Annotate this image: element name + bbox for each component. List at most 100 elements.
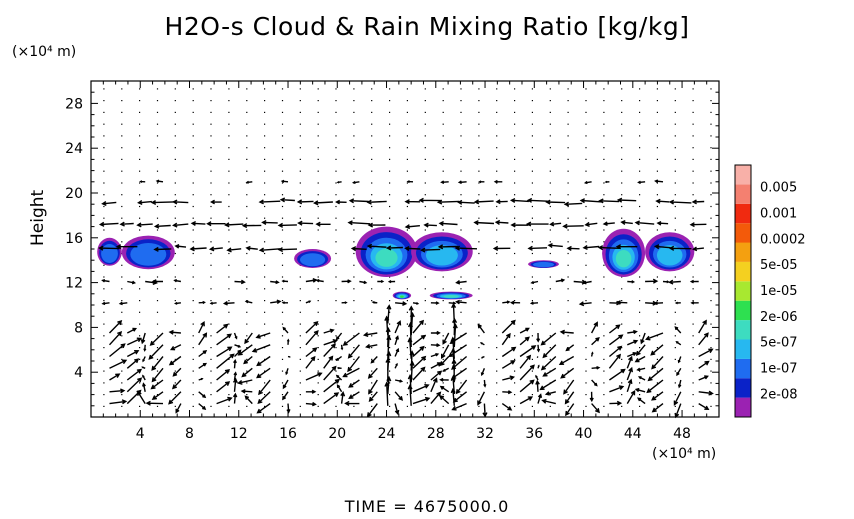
- grid-dot: [514, 323, 516, 325]
- grid-dot: [478, 276, 480, 278]
- grid-dot: [639, 347, 641, 349]
- colorbar-swatch: [735, 339, 751, 359]
- grid-dot: [656, 382, 658, 384]
- grid-dot: [353, 88, 355, 90]
- grid-dot: [460, 158, 462, 160]
- grid-dot: [406, 347, 408, 349]
- wind-arrow: [519, 396, 534, 405]
- x-tick-label: 28: [427, 426, 445, 442]
- grid-dot: [246, 170, 248, 172]
- grid-dot: [656, 311, 658, 313]
- grid-dot: [406, 405, 408, 407]
- grid-dot: [531, 158, 533, 160]
- grid-dot: [121, 100, 123, 102]
- colorbar-swatch: [735, 165, 751, 185]
- grid-dot: [210, 135, 212, 137]
- grid-dot: [317, 88, 319, 90]
- grid-dot: [228, 123, 230, 125]
- grid-dot: [496, 311, 498, 313]
- grid-dot: [335, 358, 337, 360]
- grid-dot: [317, 335, 319, 337]
- grid-dot: [139, 276, 141, 278]
- wind-arrow: [350, 246, 367, 252]
- grid-dot: [567, 300, 569, 302]
- wind-arrow: [240, 388, 253, 394]
- grid-dot: [549, 147, 551, 149]
- grid-dot: [674, 347, 676, 349]
- grid-dot: [103, 88, 105, 90]
- grid-dot: [264, 205, 266, 208]
- wind-arrow: [527, 245, 548, 251]
- grid-dot: [603, 88, 605, 90]
- wind-arrow: [698, 332, 709, 346]
- grid-dot: [531, 100, 533, 102]
- grid-dot: [531, 300, 533, 302]
- wind-arrow: [519, 336, 530, 346]
- grid-dot: [567, 170, 569, 172]
- grid-dot: [442, 205, 444, 208]
- wind-arrow: [282, 379, 289, 390]
- grid-dot: [639, 123, 641, 125]
- grid-dot: [621, 205, 623, 208]
- grid-dot: [639, 158, 641, 160]
- wind-arrow: [336, 366, 342, 370]
- grid-dot: [264, 194, 266, 196]
- wind-arrow: [451, 302, 457, 324]
- grid-dot: [246, 217, 248, 219]
- grid-dot: [281, 370, 284, 372]
- grid-dot: [567, 276, 569, 278]
- wind-arrow: [190, 220, 206, 226]
- wind-arrow: [430, 377, 438, 393]
- wind-arrow: [698, 375, 709, 381]
- wind-arrow: [442, 367, 450, 372]
- grid-dot: [299, 100, 301, 102]
- wind-arrow: [394, 379, 404, 383]
- grid-dot: [317, 135, 319, 137]
- wind-arrow: [591, 365, 601, 370]
- grid-dot: [299, 276, 301, 278]
- grid-dot: [514, 394, 516, 396]
- grid-dot: [692, 358, 694, 360]
- grid-dot: [585, 229, 587, 231]
- wind-arrow: [216, 368, 231, 381]
- grid-dot: [281, 205, 284, 208]
- grid-dot: [353, 158, 355, 160]
- wind-arrow: [608, 334, 624, 346]
- grid-dot: [406, 100, 408, 102]
- grid-dot: [656, 123, 658, 125]
- grid-dot: [674, 194, 676, 196]
- grid-dot: [656, 300, 658, 302]
- wind-arrow: [540, 355, 557, 371]
- grid-dot: [406, 311, 408, 313]
- grid-dot: [496, 335, 498, 337]
- grid-dot: [585, 147, 587, 149]
- wind-arrow: [501, 332, 511, 346]
- grid-dot: [710, 276, 712, 278]
- wind-arrow: [480, 368, 486, 377]
- x-tick-label: 12: [230, 426, 248, 442]
- wind-arrow: [519, 364, 535, 381]
- grid-dot: [692, 288, 694, 290]
- grid-dot: [139, 111, 141, 113]
- grid-dot: [389, 182, 391, 184]
- grid-dot: [210, 323, 212, 325]
- wind-arrow: [347, 220, 371, 226]
- grid-dot: [264, 229, 266, 231]
- grid-dot: [335, 205, 337, 208]
- wind-arrow: [537, 364, 540, 369]
- grid-dot: [335, 288, 337, 290]
- wind-arrow: [477, 323, 485, 334]
- grid-dot: [281, 229, 284, 231]
- grid-dot: [674, 394, 676, 396]
- grid-dot: [210, 217, 212, 219]
- grid-dot: [603, 311, 605, 313]
- wind-arrow: [559, 329, 574, 335]
- grid-dot: [103, 158, 105, 160]
- wind-arrow: [412, 334, 426, 346]
- grid-dot: [156, 170, 159, 172]
- grid-dot: [299, 194, 301, 196]
- grid-dot: [317, 229, 319, 231]
- grid-dot: [514, 111, 516, 113]
- grid-dot: [389, 123, 391, 125]
- grid-dot: [353, 288, 355, 290]
